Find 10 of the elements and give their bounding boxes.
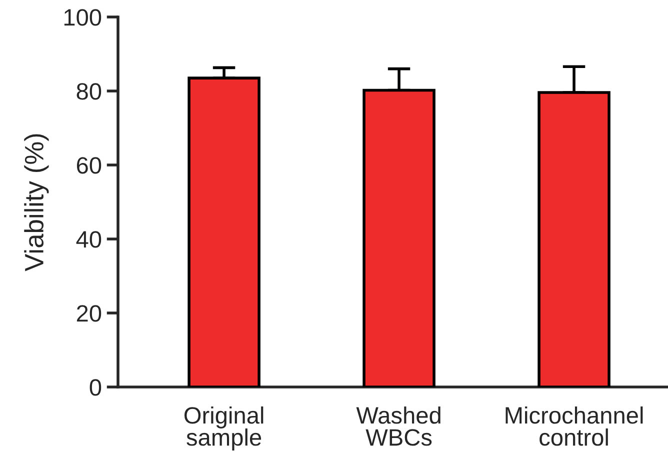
y-tick-label: 100	[64, 9, 102, 26]
y-tick-label: 0	[90, 379, 102, 396]
y-tick-label: 20	[76, 305, 102, 322]
y-tick-label: 80	[76, 83, 102, 100]
x-tick-label: Washed WBCs	[356, 406, 440, 446]
y-axis-title: Viability (%)	[24, 134, 49, 272]
y-tick-label: 40	[76, 231, 102, 248]
x-tick-label: Microchannel control	[506, 406, 643, 446]
x-tick-label: Original sample	[184, 406, 264, 450]
y-tick-label: 60	[76, 157, 102, 174]
